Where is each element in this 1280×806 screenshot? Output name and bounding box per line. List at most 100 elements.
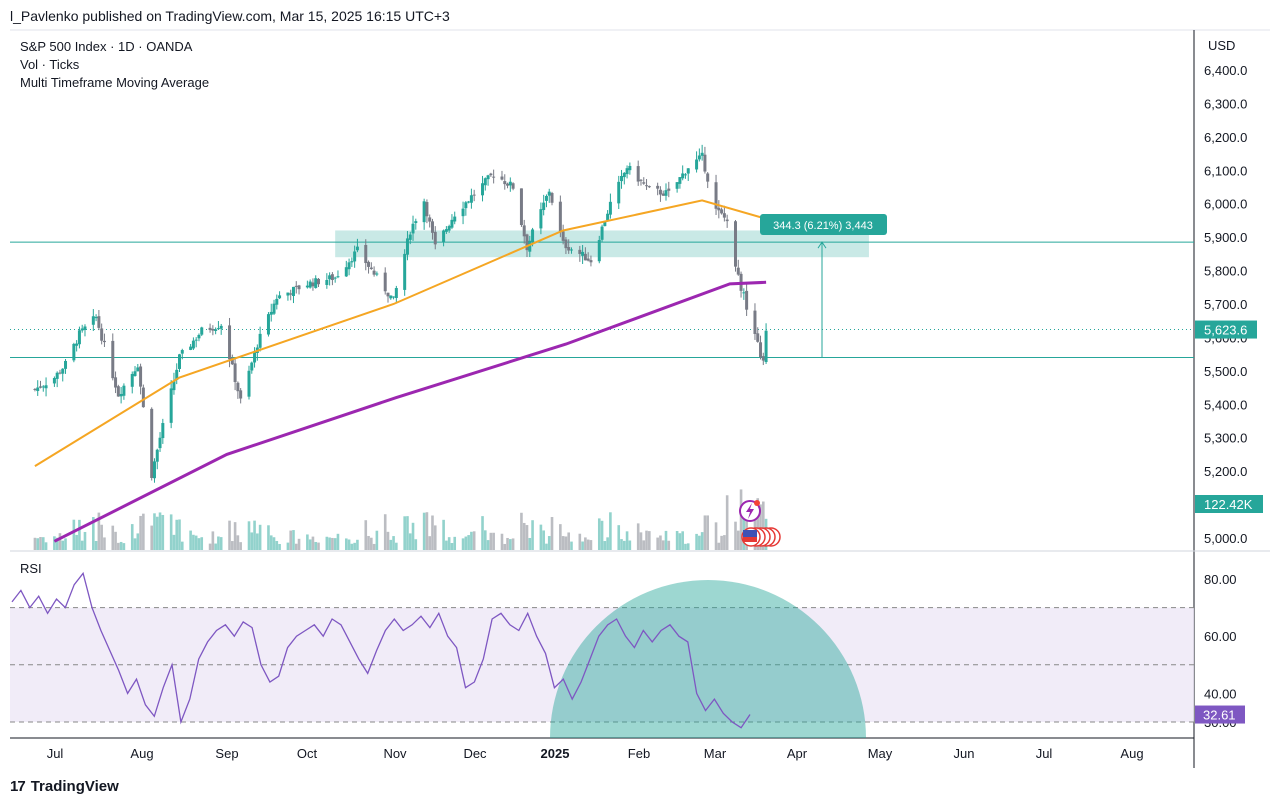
measure-label-bg[interactable] xyxy=(760,214,887,235)
time-label: Oct xyxy=(297,746,318,761)
volume-bar xyxy=(470,531,473,550)
volume-bar xyxy=(642,540,646,550)
price-tick: 6,100.0 xyxy=(1204,163,1247,178)
volume-bar xyxy=(353,542,356,550)
candle-body xyxy=(603,221,607,227)
volume-bar xyxy=(736,530,740,550)
candle-body xyxy=(119,393,123,397)
volume-bar xyxy=(395,542,398,550)
volume-bar xyxy=(450,543,454,550)
candle-body xyxy=(178,354,181,369)
candle-body xyxy=(333,277,337,279)
candle-body xyxy=(191,340,195,349)
time-label: Jul xyxy=(1036,746,1053,761)
volume-bar xyxy=(389,539,393,550)
volume-bar xyxy=(403,516,406,550)
candle-body xyxy=(83,326,87,330)
volume-bar xyxy=(208,543,212,550)
candle-body xyxy=(608,201,612,215)
candle-body xyxy=(314,278,318,288)
volume-bar xyxy=(623,540,626,550)
volume-bar xyxy=(684,543,687,550)
candle-body xyxy=(531,229,535,243)
candle-body xyxy=(172,380,176,391)
volume-bar xyxy=(169,514,173,550)
volume-bar xyxy=(656,537,659,550)
symbol-title[interactable]: S&P 500 Index · 1D · OANDA xyxy=(20,39,193,54)
volume-bar xyxy=(258,524,262,550)
candle-body xyxy=(278,295,282,299)
volume-bar xyxy=(111,525,115,550)
volume-bar xyxy=(564,536,568,550)
volume-legend[interactable]: Vol · Ticks xyxy=(20,57,80,72)
volume-bar xyxy=(581,541,584,550)
volume-bar xyxy=(253,520,256,550)
candle-body xyxy=(122,385,126,396)
volume-bar xyxy=(433,525,437,550)
volume-bar xyxy=(197,538,201,550)
candle-body xyxy=(139,366,143,387)
volume-bar xyxy=(328,537,331,550)
candle-body xyxy=(355,246,359,251)
candle-body xyxy=(745,290,749,310)
candle-body xyxy=(703,154,707,172)
volume-bar xyxy=(411,522,415,550)
volume-bar xyxy=(636,523,640,550)
rsi-line[interactable] xyxy=(11,571,751,729)
time-label: Aug xyxy=(130,746,153,761)
candle-body xyxy=(52,378,56,384)
candle-body xyxy=(77,330,81,345)
candle-body xyxy=(411,223,415,234)
volume-bar xyxy=(617,525,621,550)
volume-bar xyxy=(72,519,76,550)
candle-body xyxy=(722,213,726,218)
volume-bar xyxy=(311,536,315,550)
ma-short-line[interactable] xyxy=(34,199,767,467)
candle-body xyxy=(550,193,554,203)
volume-bar xyxy=(306,534,309,550)
last-price-badge[interactable] xyxy=(1195,320,1257,339)
volume-bar xyxy=(267,525,270,550)
candle-body xyxy=(586,258,590,261)
candle-body xyxy=(544,195,548,201)
rsi-current-badge[interactable] xyxy=(1195,705,1245,724)
candle-body xyxy=(308,281,312,288)
volume-bar xyxy=(606,537,609,550)
volume-bar xyxy=(292,530,295,550)
volume-bar xyxy=(542,530,545,550)
candle-body xyxy=(661,193,665,196)
volume-badge[interactable] xyxy=(1195,495,1263,513)
volume-bar xyxy=(453,536,457,550)
volume-bar xyxy=(431,515,434,550)
candle-body xyxy=(525,234,529,251)
candle-body xyxy=(581,251,585,256)
volume-bar xyxy=(525,525,529,550)
volume-bar xyxy=(547,536,551,550)
volume-bar xyxy=(375,530,379,550)
candle-body xyxy=(36,387,40,392)
volume-bar xyxy=(189,530,192,550)
volume-bar xyxy=(739,489,743,550)
volume-bar xyxy=(233,522,237,550)
currency-label[interactable]: USD xyxy=(1208,38,1236,53)
volume-bar xyxy=(756,498,760,550)
footer-brand[interactable]: 17 TradingView xyxy=(10,778,119,795)
volume-bar xyxy=(250,532,254,550)
time-label: Dec xyxy=(463,746,487,761)
volume-bar xyxy=(345,538,348,550)
candle-body xyxy=(519,188,523,226)
volume-bar xyxy=(130,524,134,550)
volume-bar xyxy=(58,533,62,550)
candle-body xyxy=(617,181,621,204)
ma-long-line[interactable] xyxy=(53,280,767,543)
circle-drawing[interactable] xyxy=(550,580,866,738)
candle-body xyxy=(481,183,485,196)
volume-bar xyxy=(645,530,648,550)
volume-bar xyxy=(661,540,665,550)
candle-body xyxy=(528,240,532,252)
volume-bar xyxy=(103,537,106,550)
candle-body xyxy=(386,292,390,297)
ma-indicator-legend[interactable]: Multi Timeframe Moving Average xyxy=(20,75,210,90)
volume-bar xyxy=(297,538,301,550)
